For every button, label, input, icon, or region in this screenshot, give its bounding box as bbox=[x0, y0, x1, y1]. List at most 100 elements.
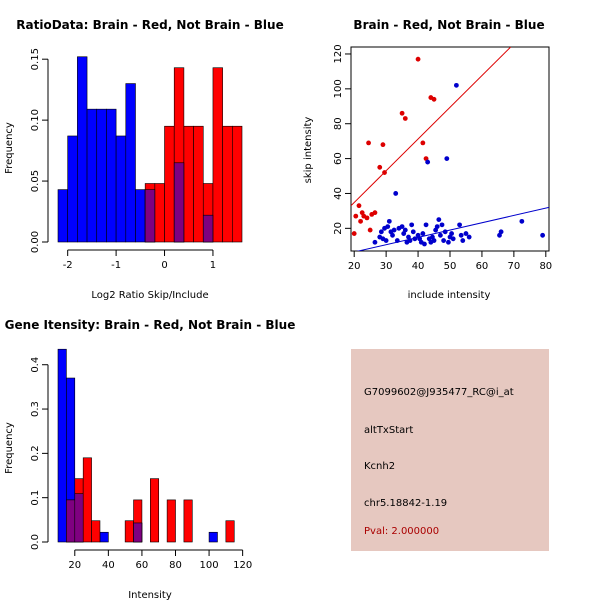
x-tick-label: 40 bbox=[412, 261, 425, 272]
intensity-histogram-ylabel: Frequency bbox=[4, 422, 15, 474]
bar-brain bbox=[91, 520, 101, 543]
y-tick-label: 0.2 bbox=[30, 445, 41, 461]
point-brain bbox=[380, 142, 386, 148]
point-brain bbox=[356, 203, 362, 209]
point-not-brain bbox=[466, 234, 472, 240]
fit-line-not-brain bbox=[356, 206, 549, 251]
gene-name: Kcnh2 bbox=[364, 461, 396, 472]
point-brain bbox=[364, 215, 370, 221]
y-tick-label: 0.4 bbox=[30, 357, 41, 373]
intensity-histogram-panel: Gene Itensity: Brain - Red, Not Brain - … bbox=[4, 318, 295, 600]
point-not-brain bbox=[446, 239, 451, 245]
point-brain bbox=[420, 140, 426, 146]
point-not-brain bbox=[394, 238, 400, 243]
genomic-location: chr5.18842-1.19 bbox=[364, 498, 448, 509]
point-brain bbox=[402, 116, 408, 121]
point-brain bbox=[382, 170, 387, 175]
point-brain bbox=[353, 213, 359, 219]
x-tick-label: -1 bbox=[111, 260, 121, 271]
intensity-histogram-xlabel: Intensity bbox=[128, 590, 172, 600]
y-tick-label: 20 bbox=[333, 222, 344, 235]
point-not-brain bbox=[409, 222, 415, 228]
point-not-brain bbox=[425, 159, 431, 165]
bar-brain bbox=[154, 183, 165, 243]
point-not-brain bbox=[391, 227, 397, 233]
x-tick-label: 30 bbox=[380, 261, 393, 272]
point-not-brain bbox=[460, 238, 466, 243]
event-type: altTxStart bbox=[364, 425, 414, 436]
point-brain bbox=[377, 164, 383, 170]
x-tick-label: 1 bbox=[210, 260, 216, 271]
bar-not-brain bbox=[106, 108, 117, 243]
x-tick-label: 80 bbox=[539, 261, 552, 272]
y-tick-label: 80 bbox=[333, 117, 344, 130]
scatter-ylabel: skip intensity bbox=[303, 117, 314, 184]
y-tick-label: 60 bbox=[333, 152, 344, 165]
point-not-brain bbox=[378, 229, 384, 235]
point-not-brain bbox=[453, 82, 459, 88]
y-tick-label: 0.1 bbox=[30, 490, 41, 506]
x-tick-label: 20 bbox=[68, 560, 81, 571]
point-not-brain bbox=[457, 222, 462, 228]
point-not-brain bbox=[423, 222, 429, 228]
bar-brain bbox=[222, 125, 233, 243]
fit-line-brain bbox=[351, 47, 512, 207]
y-tick-label: 100 bbox=[333, 79, 344, 98]
point-not-brain bbox=[442, 229, 448, 235]
x-tick-label: 50 bbox=[444, 261, 457, 272]
bar-overlap bbox=[202, 214, 214, 243]
point-brain bbox=[372, 210, 378, 216]
point-not-brain bbox=[385, 224, 391, 229]
point-brain bbox=[431, 96, 437, 102]
point-not-brain bbox=[402, 227, 408, 233]
bar-not-brain bbox=[86, 108, 98, 243]
point-not-brain bbox=[434, 224, 440, 229]
point-brain bbox=[367, 227, 373, 233]
point-not-brain bbox=[436, 217, 442, 223]
point-brain bbox=[399, 110, 405, 116]
x-tick-label: 20 bbox=[348, 261, 361, 272]
point-brain bbox=[358, 218, 363, 224]
point-not-brain bbox=[412, 236, 418, 242]
point-not-brain bbox=[519, 218, 525, 224]
y-tick-label: 120 bbox=[333, 44, 344, 63]
point-not-brain bbox=[422, 241, 427, 247]
bar-overlap bbox=[144, 189, 156, 243]
bar-brain bbox=[212, 67, 223, 243]
bar-brain bbox=[166, 499, 176, 543]
x-tick-label: 40 bbox=[102, 560, 115, 571]
point-not-brain bbox=[540, 232, 546, 238]
point-not-brain bbox=[410, 229, 416, 235]
bar-brain bbox=[183, 499, 193, 543]
bar-brain bbox=[232, 125, 243, 243]
bar-not-brain bbox=[208, 531, 218, 543]
bar-brain bbox=[225, 520, 235, 543]
ratio-histogram-panel: RatioData: Brain - Red, Not Brain - Blue… bbox=[4, 18, 284, 301]
y-tick-label: 0.10 bbox=[30, 109, 41, 131]
point-not-brain bbox=[420, 231, 426, 236]
x-tick-label: 60 bbox=[476, 261, 489, 272]
bar-brain bbox=[82, 457, 92, 543]
point-not-brain bbox=[393, 191, 399, 196]
point-not-brain bbox=[439, 222, 445, 228]
bar-overlap bbox=[74, 493, 84, 543]
pval-text: Pval: 2.000000 bbox=[364, 526, 440, 537]
point-not-brain bbox=[449, 231, 454, 236]
point-not-brain bbox=[372, 239, 378, 245]
x-tick-label: -2 bbox=[63, 260, 73, 271]
point-not-brain bbox=[450, 236, 456, 242]
bar-overlap bbox=[133, 522, 143, 543]
scatter-plot-area bbox=[351, 47, 549, 251]
y-tick-label: 0.15 bbox=[30, 48, 41, 70]
bar-not-brain bbox=[99, 531, 109, 543]
bar-not-brain bbox=[57, 348, 67, 543]
scatter-xlabel: include intensity bbox=[408, 290, 491, 301]
point-not-brain bbox=[498, 229, 504, 235]
bar-overlap bbox=[66, 499, 76, 543]
x-tick-label: 100 bbox=[200, 560, 219, 571]
scatter-frame bbox=[350, 46, 550, 252]
bar-brain bbox=[124, 520, 134, 543]
y-tick-label: 0.0 bbox=[30, 534, 41, 550]
point-not-brain bbox=[383, 238, 389, 243]
bar-not-brain bbox=[77, 56, 88, 243]
